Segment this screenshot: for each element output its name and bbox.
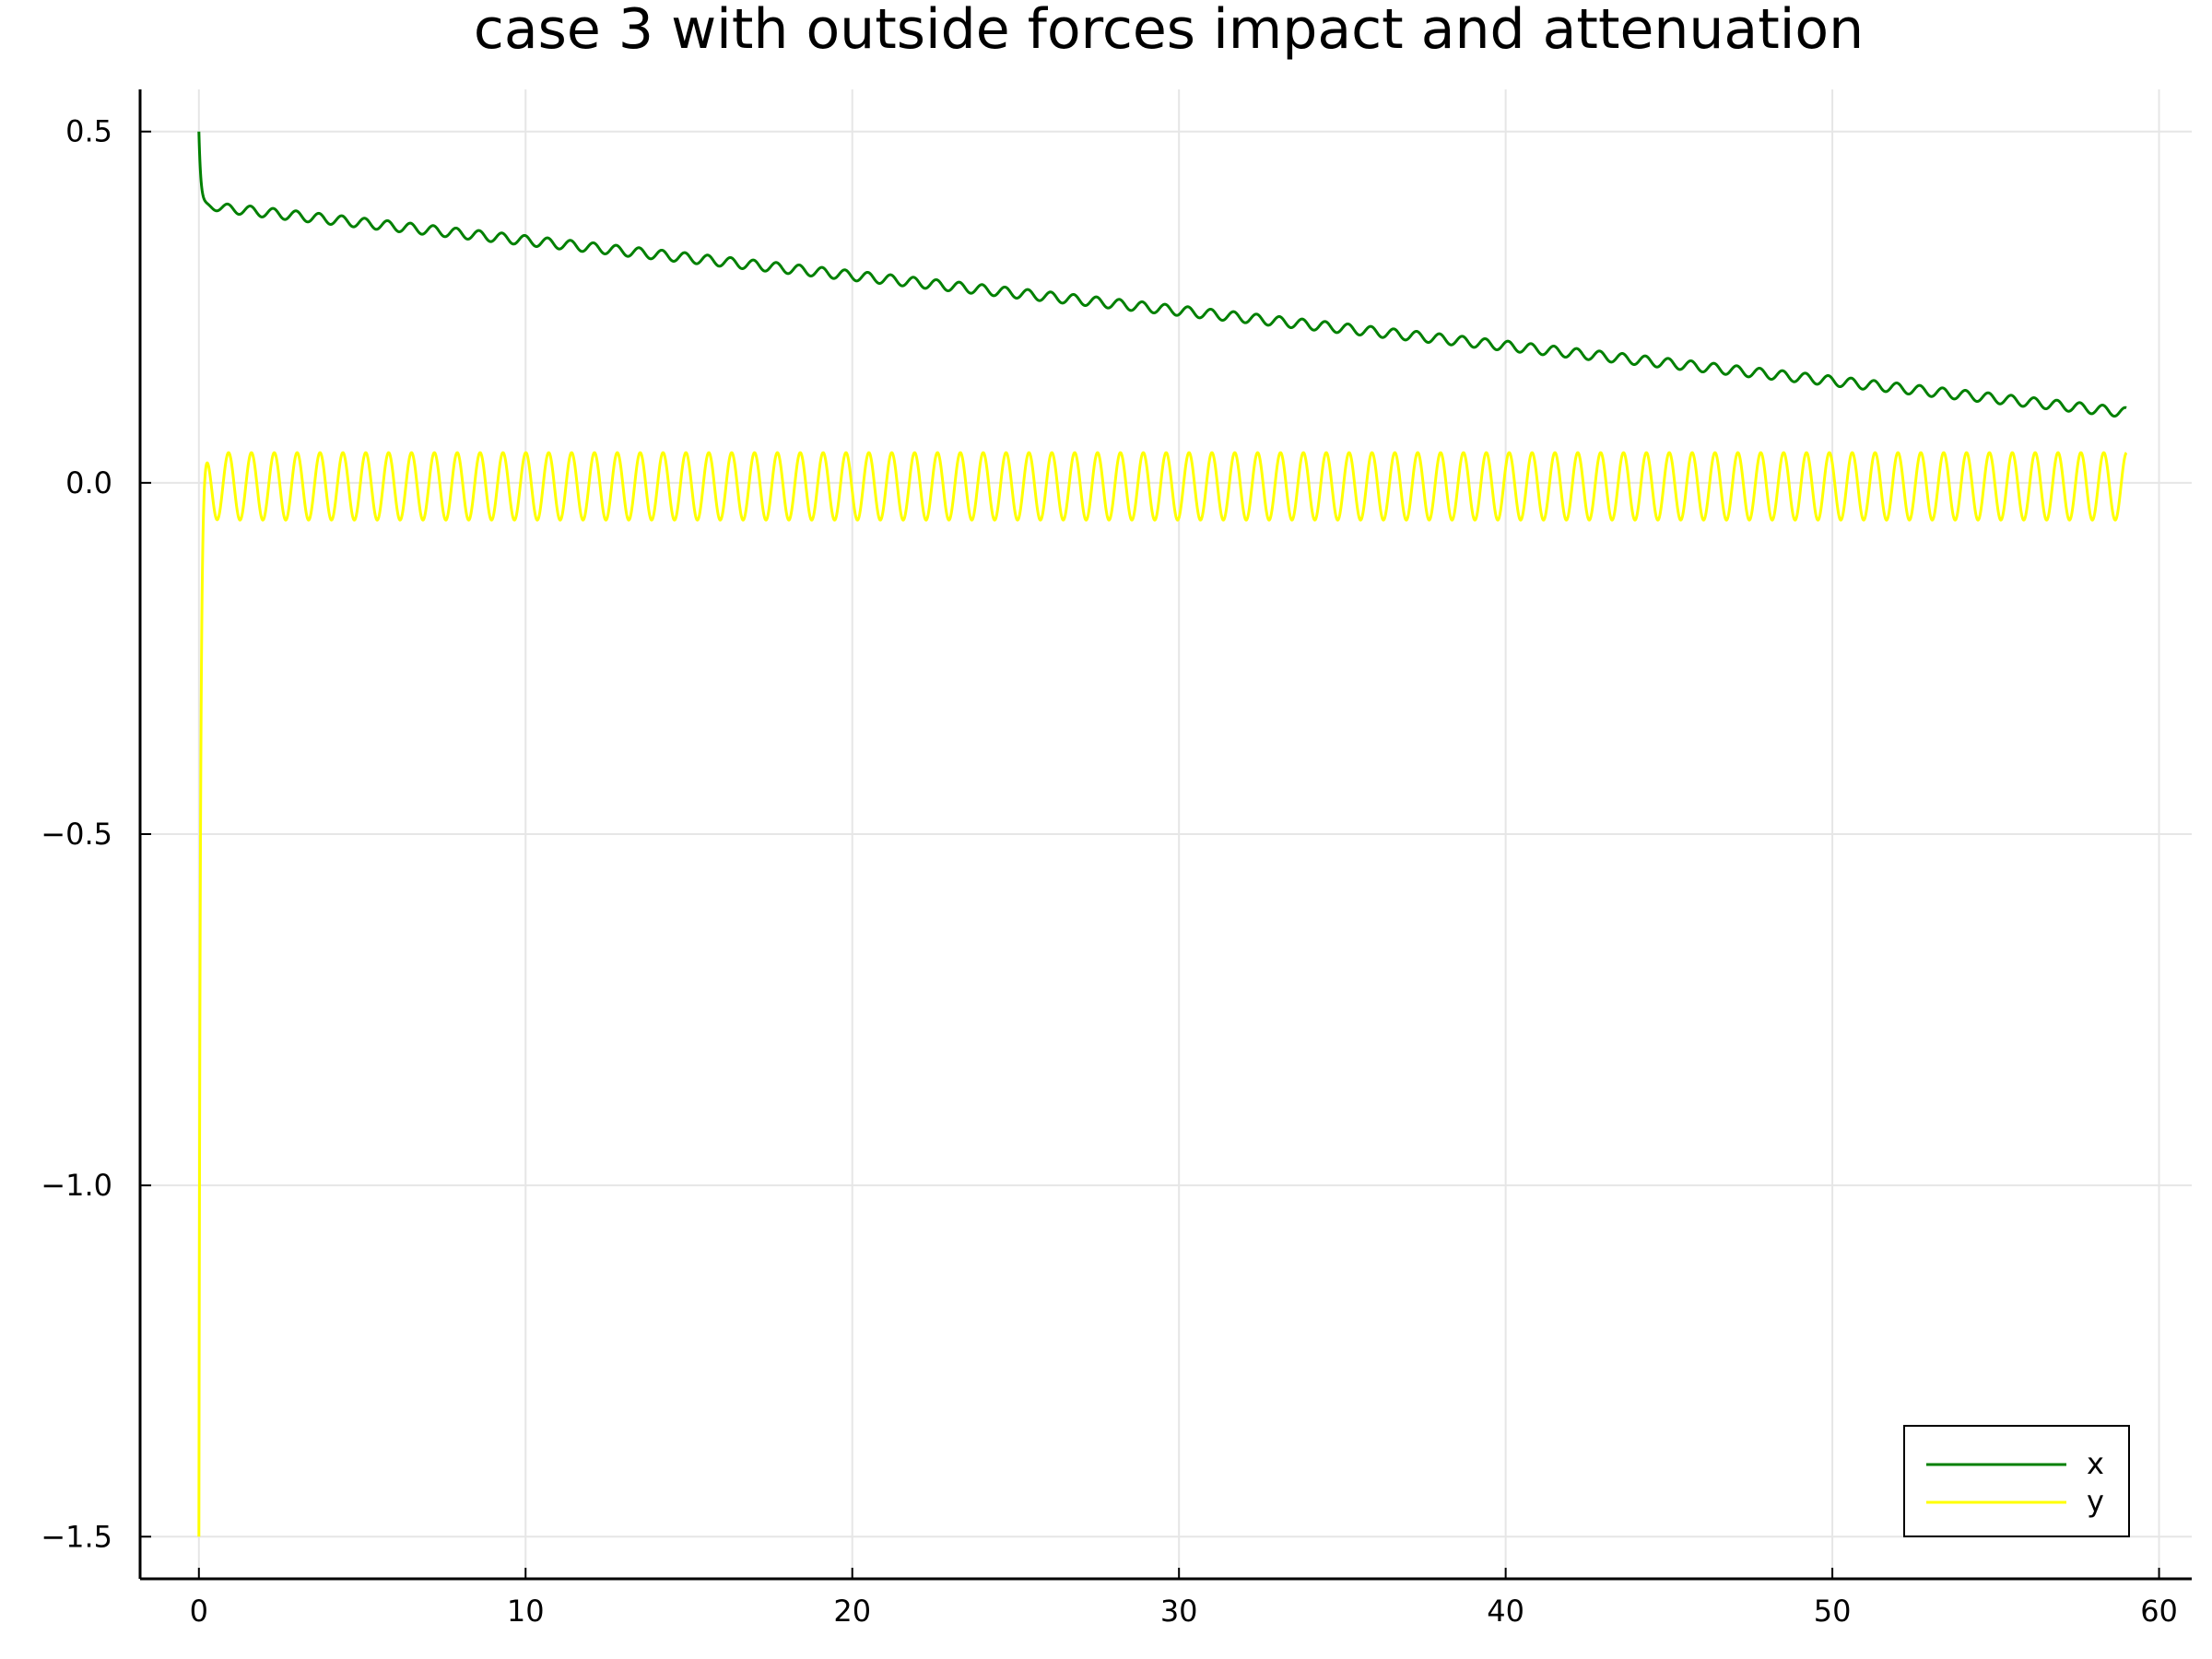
grid-layer — [140, 89, 2192, 1579]
x-tick-label: 40 — [1487, 1594, 1524, 1629]
x-tick-label: 20 — [833, 1594, 871, 1629]
y-tick-label: −1.5 — [41, 1519, 112, 1554]
chart-title: case 3 with outside forces impact and at… — [474, 0, 1864, 62]
x-tick-label: 60 — [2140, 1594, 2178, 1629]
series-x-line — [197, 131, 2128, 418]
series-layer — [197, 131, 2128, 1537]
legend: xy — [1903, 1425, 2130, 1537]
x-tick-label: 50 — [1814, 1594, 1852, 1629]
legend-label-y: y — [2087, 1484, 2104, 1519]
y-tick-label: −1.0 — [41, 1168, 112, 1203]
legend-box — [1903, 1425, 2130, 1537]
x-tick-label: 10 — [507, 1594, 545, 1629]
y-tick-label: 0.5 — [65, 114, 112, 149]
y-tick-label: 0.0 — [65, 465, 112, 500]
tick-layer: 0 10 20 30 40 50 60 0.5 0.0 −0.5 −1.0 −1.5 — [41, 114, 2178, 1629]
legend-label-x: x — [2087, 1446, 2104, 1481]
x-tick-label: 30 — [1160, 1594, 1198, 1629]
series-y-line — [197, 451, 2128, 1537]
x-tick-label: 0 — [190, 1594, 208, 1629]
y-tick-label: −0.5 — [41, 817, 112, 852]
